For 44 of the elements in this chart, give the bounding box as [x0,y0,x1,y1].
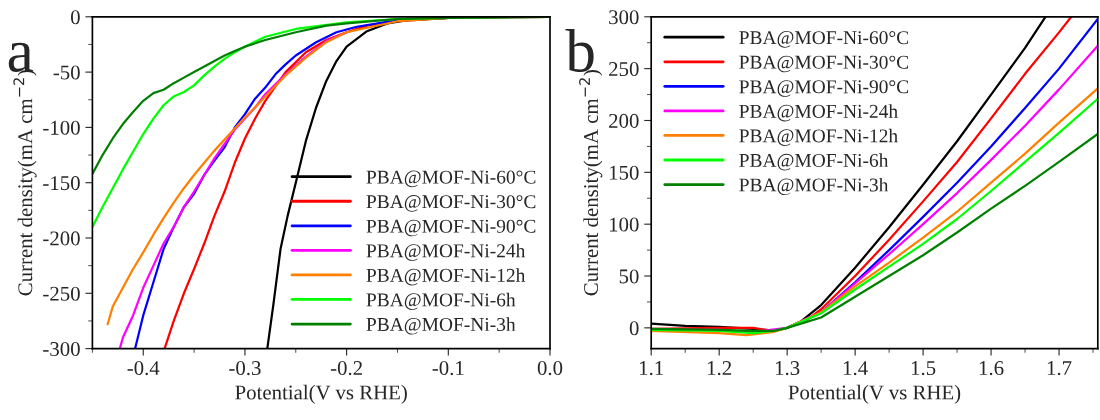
x-tick-label: 1.3 [775,361,800,376]
x-tick-label: -0.4 [127,361,160,376]
y-tick-label: -200 [43,231,80,246]
x-tick-label: 1.5 [911,361,936,376]
y-tick-label: -250 [43,286,80,301]
y-tick-label: -100 [43,120,80,135]
legend-label: PBA@MOF-Ni-90°C [366,219,536,237]
y-tick-label: 300 [609,10,639,25]
legend-label: PBA@MOF-Ni-90°C [739,80,909,97]
x-axis-title: Potential(V vs RHE) [788,384,961,404]
y-tick-label: 200 [609,113,639,128]
y-tick-label: 0 [70,10,80,25]
legend-label: PBA@MOF-Ni-24h [739,104,898,122]
legend-label: PBA@MOF-Ni-3h [739,177,889,196]
legend-label: PBA@MOF-Ni-30°C [366,195,536,212]
y-tick-label: 50 [619,269,639,284]
y-tick-label: 100 [609,217,639,232]
legend-label: PBA@MOF-Ni-6h [739,153,889,171]
y-tick-label: 0 [629,321,639,336]
x-tick-label: 1.4 [843,361,868,376]
y-tick-label: -300 [43,341,80,357]
legend-label: PBA@MOF-Ni-12h [739,128,898,146]
x-tick-label: 1.1 [640,361,663,376]
legend-label: PBA@MOF-Ni-30°C [739,55,909,73]
legend-label: PBA@MOF-Ni-60°C [739,31,909,48]
legend-label: PBA@MOF-Ni-6h [366,292,516,310]
x-tick-label: 1.6 [979,361,1004,376]
y-tick-label: 150 [609,165,639,180]
x-axis-title: Potential(V vs RHE) [235,384,407,404]
legend-label: PBA@MOF-Ni-24h [366,243,526,261]
text: a [8,42,33,72]
y-tick-label: -50 [53,65,80,80]
x-tick-label: -0.1 [432,361,464,376]
text: b [565,28,594,72]
x-tick-label: -0.3 [229,361,261,376]
legend-label: PBA@MOF-Ni-12h [366,268,526,286]
y-tick-label: -150 [43,176,80,191]
x-tick-label: 0.0 [537,361,563,376]
x-tick-label: 1.7 [1047,361,1072,376]
x-tick-label: -0.2 [330,361,362,376]
x-tick-label: 1.2 [707,361,732,376]
legend-label: PBA@MOF-Ni-3h [366,317,516,335]
y-tick-label: 250 [609,62,639,77]
legend-label: PBA@MOF-Ni-60°C [366,170,536,188]
